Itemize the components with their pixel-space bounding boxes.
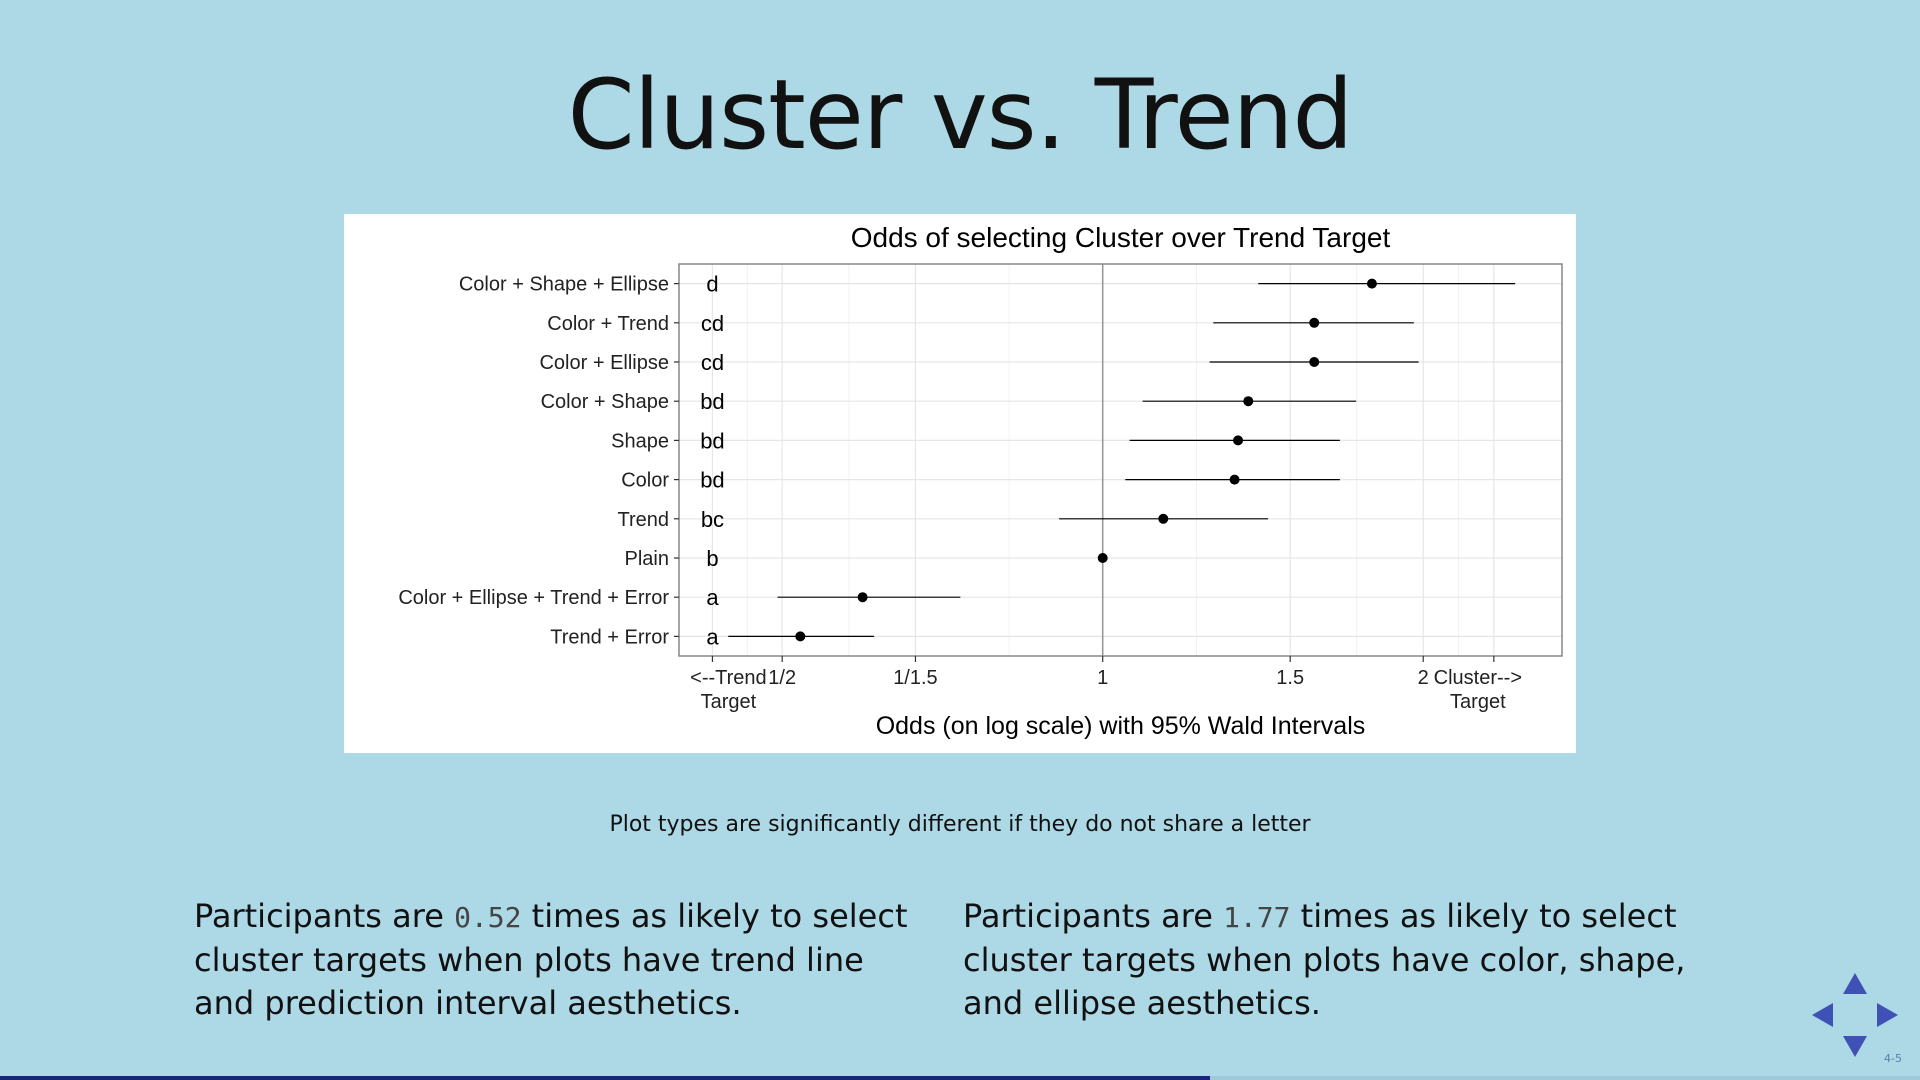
forest-plot: Odds of selecting Cluster over Trend Tar… [398, 222, 1563, 740]
group-letter: bd [700, 468, 724, 493]
down-arrow-icon[interactable] [1843, 1036, 1867, 1057]
odds-point [1309, 357, 1320, 367]
group-letter: a [706, 585, 719, 610]
odds-point [1309, 317, 1320, 328]
y-tick-label: Plain [625, 548, 669, 570]
y-tick-label: Color + Trend [547, 313, 669, 335]
right-arrow-icon[interactable] [1877, 1003, 1898, 1027]
left-finding-post: times as likely to select cluster target… [194, 897, 908, 1022]
x-tick-label: 1/2 [768, 667, 796, 689]
left-finding: Participants are 0.52 times as likely to… [194, 895, 934, 1025]
y-tick-label: Shape [611, 430, 669, 452]
plot-panel [679, 264, 1562, 656]
group-letter: d [706, 272, 718, 297]
x-tick-label: Target [1450, 691, 1506, 713]
progress-bar [0, 1076, 1920, 1080]
x-tick-label: 1.5 [1276, 667, 1304, 689]
left-arrow-icon[interactable] [1812, 1003, 1833, 1027]
right-finding: Participants are 1.77 times as likely to… [963, 895, 1703, 1025]
y-tick-label: Color + Shape [541, 391, 669, 413]
slide-number: 4-5 [1884, 1052, 1902, 1065]
odds-point [1097, 553, 1108, 563]
group-letter: cd [701, 350, 724, 375]
group-letter: bc [701, 507, 724, 532]
group-letter: bd [700, 389, 724, 414]
forest-plot-figure: Odds of selecting Cluster over Trend Tar… [344, 214, 1576, 753]
right-finding-value: 1.77 [1223, 901, 1291, 934]
odds-point [795, 631, 806, 642]
plot-border [678, 263, 1563, 657]
left-finding-pre: Participants are [194, 897, 444, 935]
y-tick-label: Color + Ellipse + Trend + Error [398, 587, 669, 609]
odds-point [1158, 513, 1169, 524]
y-tick-label: Color [621, 470, 669, 492]
group-letter: cd [701, 311, 724, 336]
y-tick-label: Trend [617, 509, 669, 531]
y-tick-label: Trend + Error [550, 626, 669, 648]
x-tick-label: Cluster--> [1434, 667, 1522, 689]
group-letter: b [706, 546, 718, 571]
up-arrow-icon[interactable] [1843, 973, 1867, 994]
right-finding-post: times as likely to select cluster target… [963, 897, 1686, 1022]
odds-point [857, 592, 868, 603]
y-tick-label: Color + Ellipse [539, 352, 669, 374]
odds-point [1366, 278, 1377, 289]
significance-caption: Plot types are significantly different i… [609, 812, 1311, 837]
chart-title: Odds of selecting Cluster over Trend Tar… [851, 222, 1391, 253]
x-tick-label: Target [701, 691, 757, 713]
odds-point [1233, 435, 1244, 446]
x-tick-label: 1/1.5 [893, 667, 937, 689]
y-tick-label: Color + Shape + Ellipse [459, 274, 669, 296]
slide-title: Cluster vs. Trend [567, 59, 1354, 171]
x-tick-label: 2 [1418, 667, 1429, 689]
odds-point [1229, 474, 1240, 485]
x-axis-label: Odds (on log scale) with 95% Wald Interv… [876, 712, 1366, 740]
left-finding-value: 0.52 [454, 901, 522, 934]
x-tick-label: <--Trend [690, 667, 767, 689]
slide-navigation [1810, 970, 1900, 1060]
group-letter: a [706, 624, 719, 649]
right-finding-pre: Participants are [963, 897, 1213, 935]
x-tick-label: 1 [1097, 667, 1108, 689]
progress-fill [0, 1076, 1210, 1080]
odds-point [1243, 396, 1254, 407]
group-letter: bd [700, 428, 724, 453]
